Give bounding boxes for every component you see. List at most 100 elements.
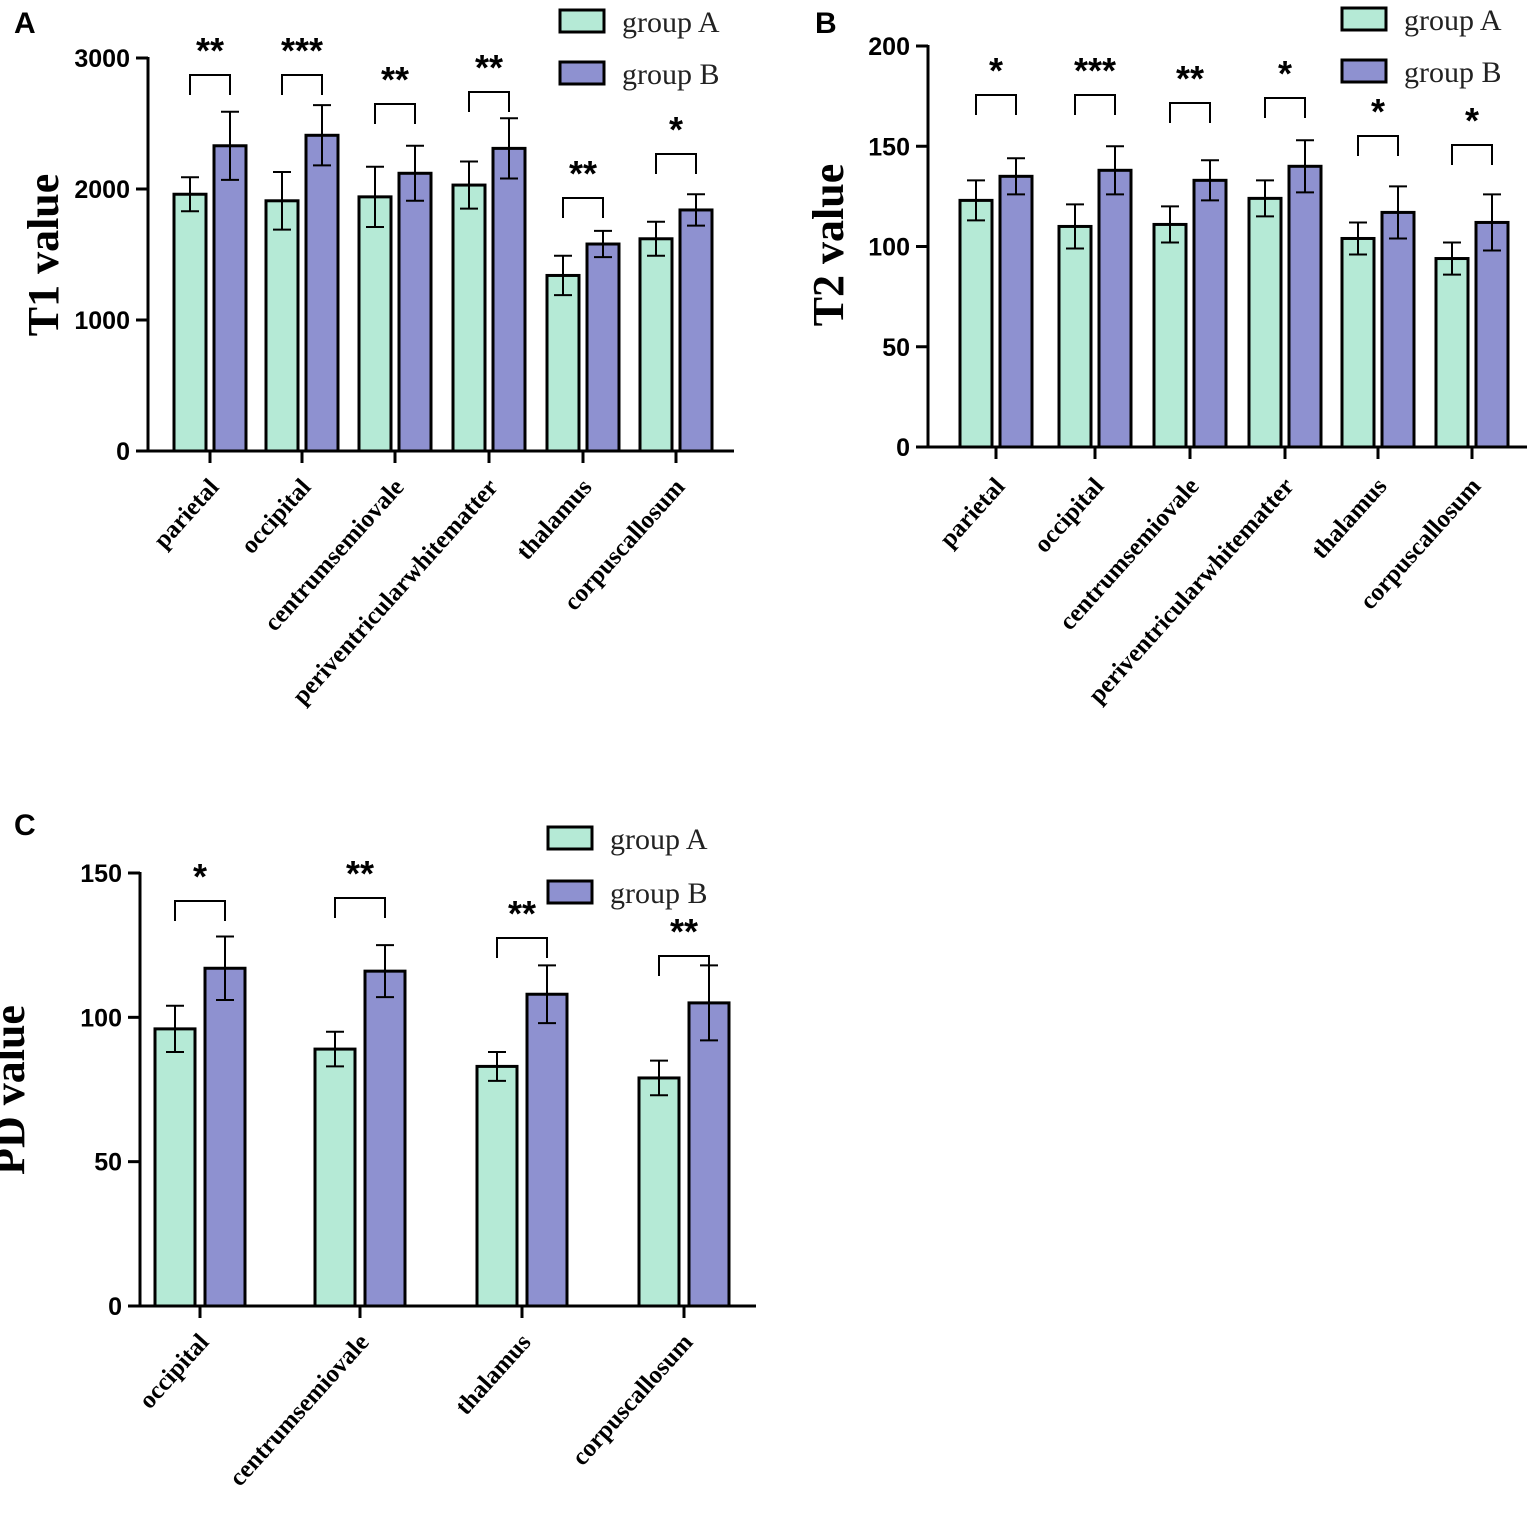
panel-label: A	[14, 7, 36, 40]
bar-group-b	[1380, 210, 1416, 449]
error-bar	[366, 165, 384, 228]
bar-group-b	[397, 171, 433, 453]
significance-stars: *	[1371, 91, 1385, 132]
bar-group-b	[678, 208, 714, 453]
significance-stars: *	[669, 109, 683, 150]
x-tick-label: corpuscallosum	[567, 1329, 699, 1471]
error-bar	[647, 220, 665, 257]
legend-label: group B	[622, 58, 720, 91]
error-bar	[1256, 179, 1274, 218]
significance-stars: **	[1176, 58, 1204, 99]
error-bar	[1389, 185, 1407, 240]
y-axis-title: PD value	[0, 1005, 34, 1175]
y-tick-label: 0	[108, 1293, 122, 1321]
error-bar	[216, 935, 234, 1002]
significance-bracket	[1264, 97, 1306, 118]
error-bar	[1296, 139, 1314, 194]
bar-group-a	[1340, 236, 1376, 449]
panel-label: B	[815, 7, 837, 40]
x-tick-label: periventricularwhitematter	[1083, 473, 1299, 709]
legend-swatch-group-b	[1340, 58, 1388, 84]
x-tick-label: thalamus	[1306, 473, 1392, 565]
error-bar	[376, 944, 394, 999]
x-tick-label: occipital	[236, 474, 316, 559]
error-bar	[1443, 241, 1461, 276]
bar-group-b	[687, 1001, 731, 1308]
error-bar	[406, 144, 424, 202]
y-tick-label: 50	[94, 1149, 122, 1177]
legend-swatch-group-a	[558, 8, 606, 34]
legend-label: group B	[1404, 56, 1502, 89]
legend: group A group B	[1340, 4, 1502, 89]
bar-group-a	[153, 1027, 197, 1308]
bar-group-a	[172, 192, 208, 453]
bar-group-b	[1287, 164, 1323, 449]
bar-group-a	[958, 198, 994, 449]
y-tick-label: 1000	[74, 307, 130, 335]
panel-label: C	[14, 809, 36, 842]
error-bar	[1106, 145, 1124, 196]
chart-panel-c: C 0 50 100 150 PD value occipital * centrumsemio…	[0, 809, 756, 1491]
error-bar	[313, 104, 331, 167]
y-tick-label: 100	[80, 1004, 122, 1032]
legend-label: group A	[1404, 4, 1502, 37]
chart-panel-b: B 0 50 100 150 200 T2 value parietal * occipital *…	[804, 4, 1527, 709]
bar-group-b	[1474, 220, 1510, 449]
error-bar	[1007, 157, 1025, 196]
error-bar	[460, 160, 478, 210]
error-bar	[500, 117, 518, 180]
significance-stars: ***	[281, 30, 323, 71]
bar-group-a	[1057, 224, 1093, 449]
error-bar	[488, 1050, 506, 1082]
y-tick-label: 150	[80, 860, 122, 888]
y-axis-title: T1 value	[19, 174, 68, 337]
significance-bracket	[334, 897, 386, 918]
error-bar	[166, 1004, 184, 1053]
significance-bracket	[975, 94, 1017, 115]
bar-group-a	[638, 237, 674, 453]
error-bar	[273, 170, 291, 231]
y-tick-label: 0	[116, 438, 130, 466]
significance-stars: *	[989, 50, 1003, 91]
significance-stars: *	[193, 856, 207, 897]
significance-bracket	[189, 74, 231, 95]
bar-group-a	[475, 1064, 519, 1308]
y-tick-label: 200	[868, 33, 910, 61]
bar-group-b	[1192, 178, 1228, 449]
y-tick-label: 2000	[74, 176, 130, 204]
error-bar	[1161, 205, 1179, 244]
error-bar	[967, 179, 985, 222]
significance-stars: ***	[1074, 50, 1116, 91]
error-bar	[650, 1059, 668, 1097]
significance-stars: **	[475, 47, 503, 88]
x-tick-label: occipital	[1029, 473, 1109, 558]
significance-bracket	[468, 91, 510, 112]
significance-stars: *	[1465, 100, 1479, 141]
bar-group-b	[525, 992, 569, 1308]
y-tick-label: 100	[868, 234, 910, 262]
error-bar	[538, 964, 556, 1025]
legend-swatch-group-a	[546, 825, 594, 851]
y-tick-label: 50	[882, 334, 910, 362]
error-bar	[594, 229, 612, 259]
legend-label: group A	[610, 823, 708, 856]
bar-group-b	[998, 174, 1034, 449]
bar-group-a	[637, 1076, 681, 1308]
significance-stars: **	[346, 853, 374, 894]
bar-group-b	[491, 146, 527, 453]
significance-bracket	[281, 74, 323, 95]
legend-swatch-group-b	[558, 60, 606, 86]
significance-stars: *	[1278, 53, 1292, 94]
legend: group A group B	[558, 6, 720, 91]
significance-stars: **	[569, 153, 597, 194]
bar-group-a	[313, 1047, 357, 1308]
bar-group-b	[304, 133, 340, 453]
error-bar	[181, 176, 199, 213]
legend-swatch-group-b	[546, 879, 594, 905]
error-bar	[687, 193, 705, 227]
bar-group-a	[357, 195, 393, 453]
significance-bracket	[658, 955, 710, 976]
legend-swatch-group-a	[1340, 6, 1388, 32]
significance-bracket	[655, 153, 697, 174]
